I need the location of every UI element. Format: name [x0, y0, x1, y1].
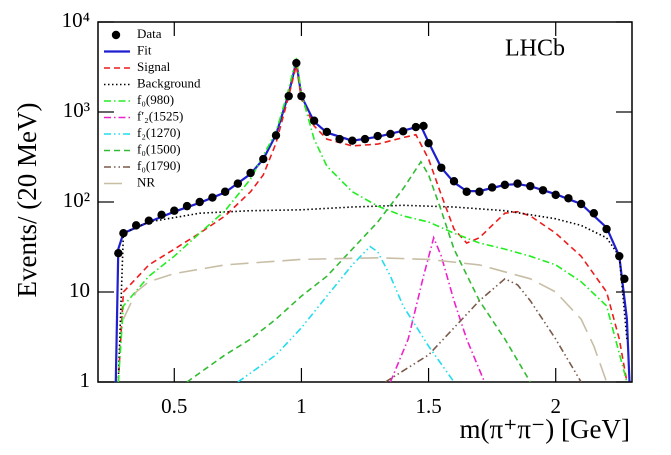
data-point [157, 210, 166, 220]
data-point [449, 177, 459, 186]
data-point [526, 181, 535, 191]
data-point [170, 206, 179, 215]
data-point [576, 199, 586, 209]
data-point [513, 179, 522, 188]
data-point [487, 183, 497, 192]
legend-marker [111, 30, 121, 40]
data-point [437, 163, 446, 172]
fit-curve [237, 245, 455, 382]
data-point [144, 216, 154, 225]
legend-label: f₀(1500) [137, 141, 181, 156]
data-point [538, 186, 548, 195]
data-point [195, 197, 204, 207]
curves [114, 57, 631, 382]
data-point [589, 209, 599, 218]
data-point [620, 274, 629, 284]
data-point [462, 187, 471, 196]
data-point [284, 91, 293, 101]
fit-curve [117, 57, 628, 382]
data-point [475, 187, 484, 196]
data-point [335, 134, 344, 144]
data-point [322, 127, 332, 137]
x-axis-label: m(π⁺π⁻) [GeV] [460, 414, 630, 444]
legend-label: f₀(980) [137, 92, 174, 107]
legend-label: NR [137, 174, 155, 189]
legend-label: Signal [137, 59, 171, 74]
fit-curve [117, 65, 628, 382]
legend-label: f₂(1270) [137, 125, 181, 140]
data-point [119, 229, 128, 238]
y-tick-label: 10⁴ [62, 8, 90, 32]
y-tick-label: 10² [63, 188, 90, 212]
data-point [114, 248, 123, 258]
data-point [271, 131, 281, 140]
data-point [233, 179, 243, 188]
data-point [373, 131, 382, 141]
data-point [309, 116, 319, 125]
x-tick-label: 1.5 [415, 394, 441, 418]
data-point [246, 168, 255, 178]
x-tick-label: 1 [296, 394, 307, 418]
y-tick-label: 10 [69, 278, 90, 302]
legend-label: Data [137, 26, 162, 41]
y-tick-label: 1 [80, 368, 91, 392]
legend-label: f′₂(1525) [137, 108, 183, 123]
data-point [411, 122, 421, 132]
data-point [297, 91, 306, 101]
legend-label: Background [137, 75, 201, 90]
chart-title: LHCb [505, 36, 565, 62]
data-point [292, 58, 301, 68]
x-tick-label: 0.5 [161, 394, 187, 418]
fit-curve [122, 256, 608, 382]
x-tick-label: 2 [550, 394, 561, 418]
fit-curve [384, 277, 582, 382]
legend-label: f₀(1790) [137, 158, 181, 173]
data-point [424, 139, 433, 148]
y-axis-label: Events/ (20 MeV) [12, 103, 42, 298]
data-point [348, 136, 357, 145]
fit-curve [117, 204, 628, 382]
y-tick-label: 10³ [63, 98, 90, 122]
data-point [500, 180, 510, 190]
data-point [208, 193, 217, 202]
data-point [220, 187, 230, 196]
data-point [398, 127, 408, 136]
legend-label: Fit [137, 42, 152, 57]
data-point [360, 134, 370, 144]
data-point [602, 224, 611, 234]
data-point [419, 121, 428, 131]
data-point [551, 190, 560, 200]
data-point [131, 221, 141, 230]
data-point [615, 251, 624, 261]
fit-curve [186, 160, 531, 382]
data-point [386, 129, 395, 139]
data-point [182, 201, 192, 211]
fit-curve [389, 235, 486, 382]
data-point [259, 154, 268, 164]
data-point [564, 194, 573, 203]
